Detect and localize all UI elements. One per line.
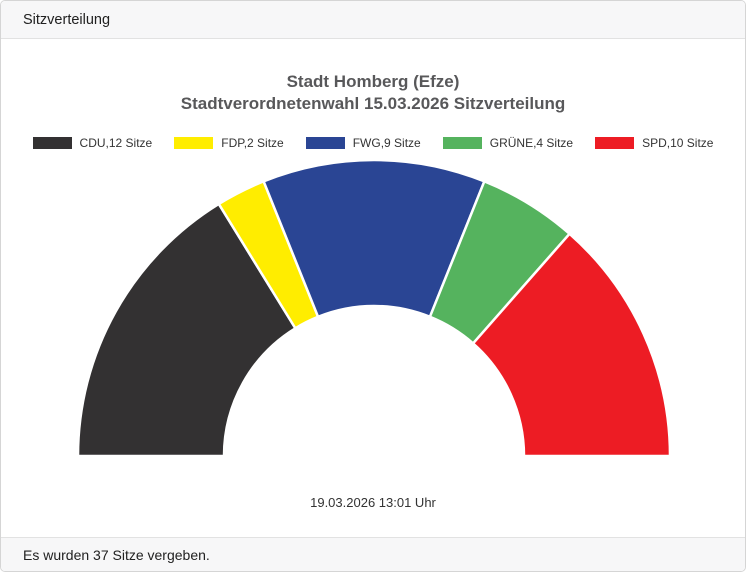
chart-panel: Stadt Homberg (Efze) Stadtverordnetenwah… (1, 40, 745, 537)
chart-timestamp: 19.03.2026 13:01 Uhr (310, 495, 436, 510)
legend-label-spd: SPD,10 Sitze (642, 136, 714, 150)
legend-swatch-spd (595, 137, 635, 149)
legend-label-fdp: FDP,2 Sitze (221, 136, 284, 150)
legend-item-grüne: GRÜNE,4 Sitze (442, 136, 574, 150)
chart-title: Stadt Homberg (Efze) Stadtverordnetenwah… (1, 71, 745, 115)
legend-label-grüne: GRÜNE,4 Sitze (489, 136, 574, 150)
legend-swatch-fwg (305, 137, 345, 149)
legend-item-spd: SPD,10 Sitze (595, 136, 713, 150)
widget-footer: Es wurden 37 Sitze vergeben. (1, 537, 745, 571)
chart-segment-cdu (76, 202, 297, 458)
legend-swatch-grüne (442, 137, 482, 149)
chart-legend: CDU,12 Sitze FDP,2 Sitze FWG,9 Sitze GRÜNE,… (1, 136, 745, 150)
widget-header: Sitzverteilung (1, 1, 745, 39)
widget-title: Sitzverteilung (23, 11, 111, 28)
legend-label-cdu: CDU,12 Sitze (79, 136, 153, 150)
seat-distribution-chart (76, 158, 672, 458)
footer-text: Es wurden 37 Sitze vergeben. (23, 546, 210, 563)
legend-swatch-fdp (174, 137, 214, 149)
chart-title-line2: Stadtverordnetenwahl 15.03.2026 Sitzvert… (180, 94, 566, 113)
chart-title-line1: Stadt Homberg (Efze) (286, 72, 460, 91)
legend-item-cdu: CDU,12 Sitze (32, 136, 153, 150)
legend-swatch-cdu (32, 137, 72, 149)
legend-item-fwg: FWG,9 Sitze (305, 136, 421, 150)
chart-segment-spd (471, 232, 672, 458)
legend-label-fwg: FWG,9 Sitze (352, 136, 421, 150)
legend-item-fdp: FDP,2 Sitze (174, 136, 284, 150)
